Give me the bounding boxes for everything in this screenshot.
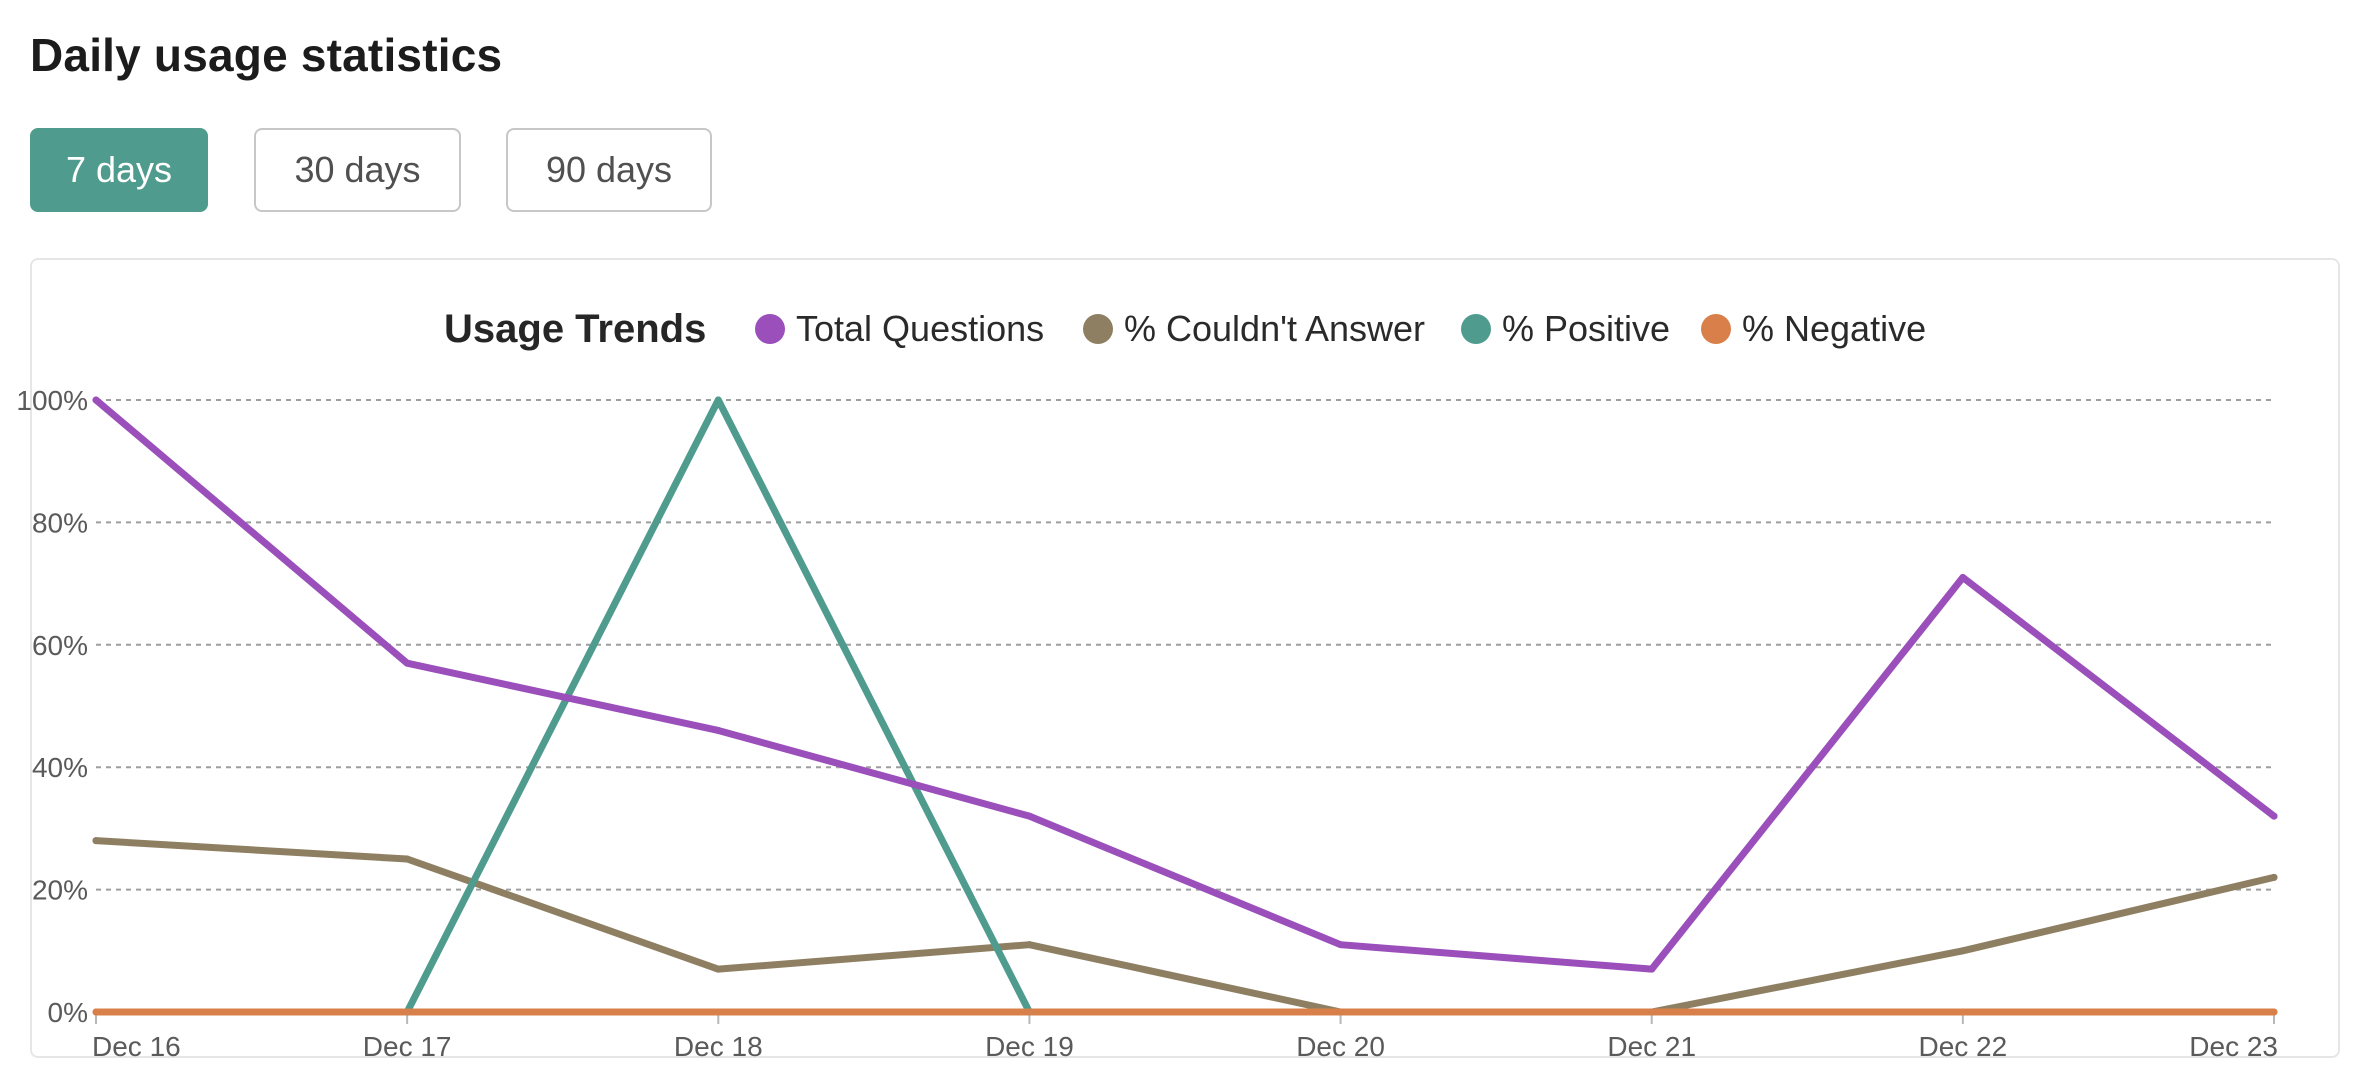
data-point [714, 396, 722, 404]
data-point [1959, 1008, 1967, 1016]
legend-label[interactable]: Total Questions [796, 308, 1044, 349]
legend-marker[interactable] [1701, 314, 1731, 344]
range-30-days-button[interactable]: 30 days [254, 128, 461, 212]
series-line-1 [92, 837, 2278, 1016]
legend-label[interactable]: % Negative [1742, 308, 1926, 349]
data-point [714, 965, 722, 973]
data-point [714, 726, 722, 734]
data-point [1648, 1008, 1656, 1016]
y-tick-label: 80% [32, 507, 88, 538]
legend-label[interactable]: % Positive [1502, 308, 1670, 349]
legend-marker[interactable] [755, 314, 785, 344]
data-point [1337, 941, 1345, 949]
data-point [403, 659, 411, 667]
legend-marker[interactable] [1083, 314, 1113, 344]
data-point [1959, 573, 1967, 581]
data-point [2270, 812, 2278, 820]
page-title: Daily usage statistics [30, 29, 503, 81]
y-tick-label: 40% [32, 752, 88, 783]
x-tick-label: Dec 16 [92, 1031, 181, 1062]
chart-card [30, 258, 2340, 1058]
data-point [403, 1008, 411, 1016]
y-tick-label: 60% [32, 630, 88, 661]
x-tick-label: Dec 23 [2189, 1031, 2278, 1062]
range-7-days-button[interactable]: 7 days [30, 128, 208, 212]
x-tick-label: Dec 17 [363, 1031, 452, 1062]
data-point [1959, 947, 1967, 955]
y-tick-label: 100% [16, 385, 88, 416]
range-90-days-button[interactable]: 90 days [506, 128, 712, 212]
data-point [403, 855, 411, 863]
series-points [92, 396, 2278, 1016]
series-line-0 [92, 396, 2278, 973]
data-point [1648, 965, 1656, 973]
series-line-2 [403, 396, 1033, 1016]
x-tick-label: Dec 20 [1296, 1031, 1385, 1062]
data-point [2270, 873, 2278, 881]
axes: 0% 20% 40% 60% 80% 100% Dec 16 Dec 17 Dec 18 Dec … [16, 385, 2278, 1062]
data-point [1025, 812, 1033, 820]
x-tick-label: Dec 22 [1918, 1031, 2007, 1062]
data-point [1025, 1008, 1033, 1016]
x-tick-label: Dec 18 [674, 1031, 763, 1062]
y-tick-label: 20% [32, 875, 88, 906]
chart-title: Usage Trends [444, 307, 706, 351]
x-tick-label: Dec 21 [1607, 1031, 1696, 1062]
y-tick-label: 0% [48, 997, 88, 1028]
data-point [92, 1008, 100, 1016]
series-lines [92, 396, 2278, 1016]
data-point [92, 396, 100, 404]
legend-marker[interactable] [1461, 314, 1491, 344]
data-point [714, 1008, 722, 1016]
legend: Usage Trends Total Questions % Couldn't An… [444, 307, 1926, 351]
data-point [92, 837, 100, 845]
data-point [1337, 1008, 1345, 1016]
data-point [1025, 941, 1033, 949]
x-tick-label: Dec 19 [985, 1031, 1074, 1062]
grid-lines [96, 399, 2274, 891]
legend-label[interactable]: % Couldn't Answer [1124, 308, 1425, 349]
data-point [2270, 1008, 2278, 1016]
